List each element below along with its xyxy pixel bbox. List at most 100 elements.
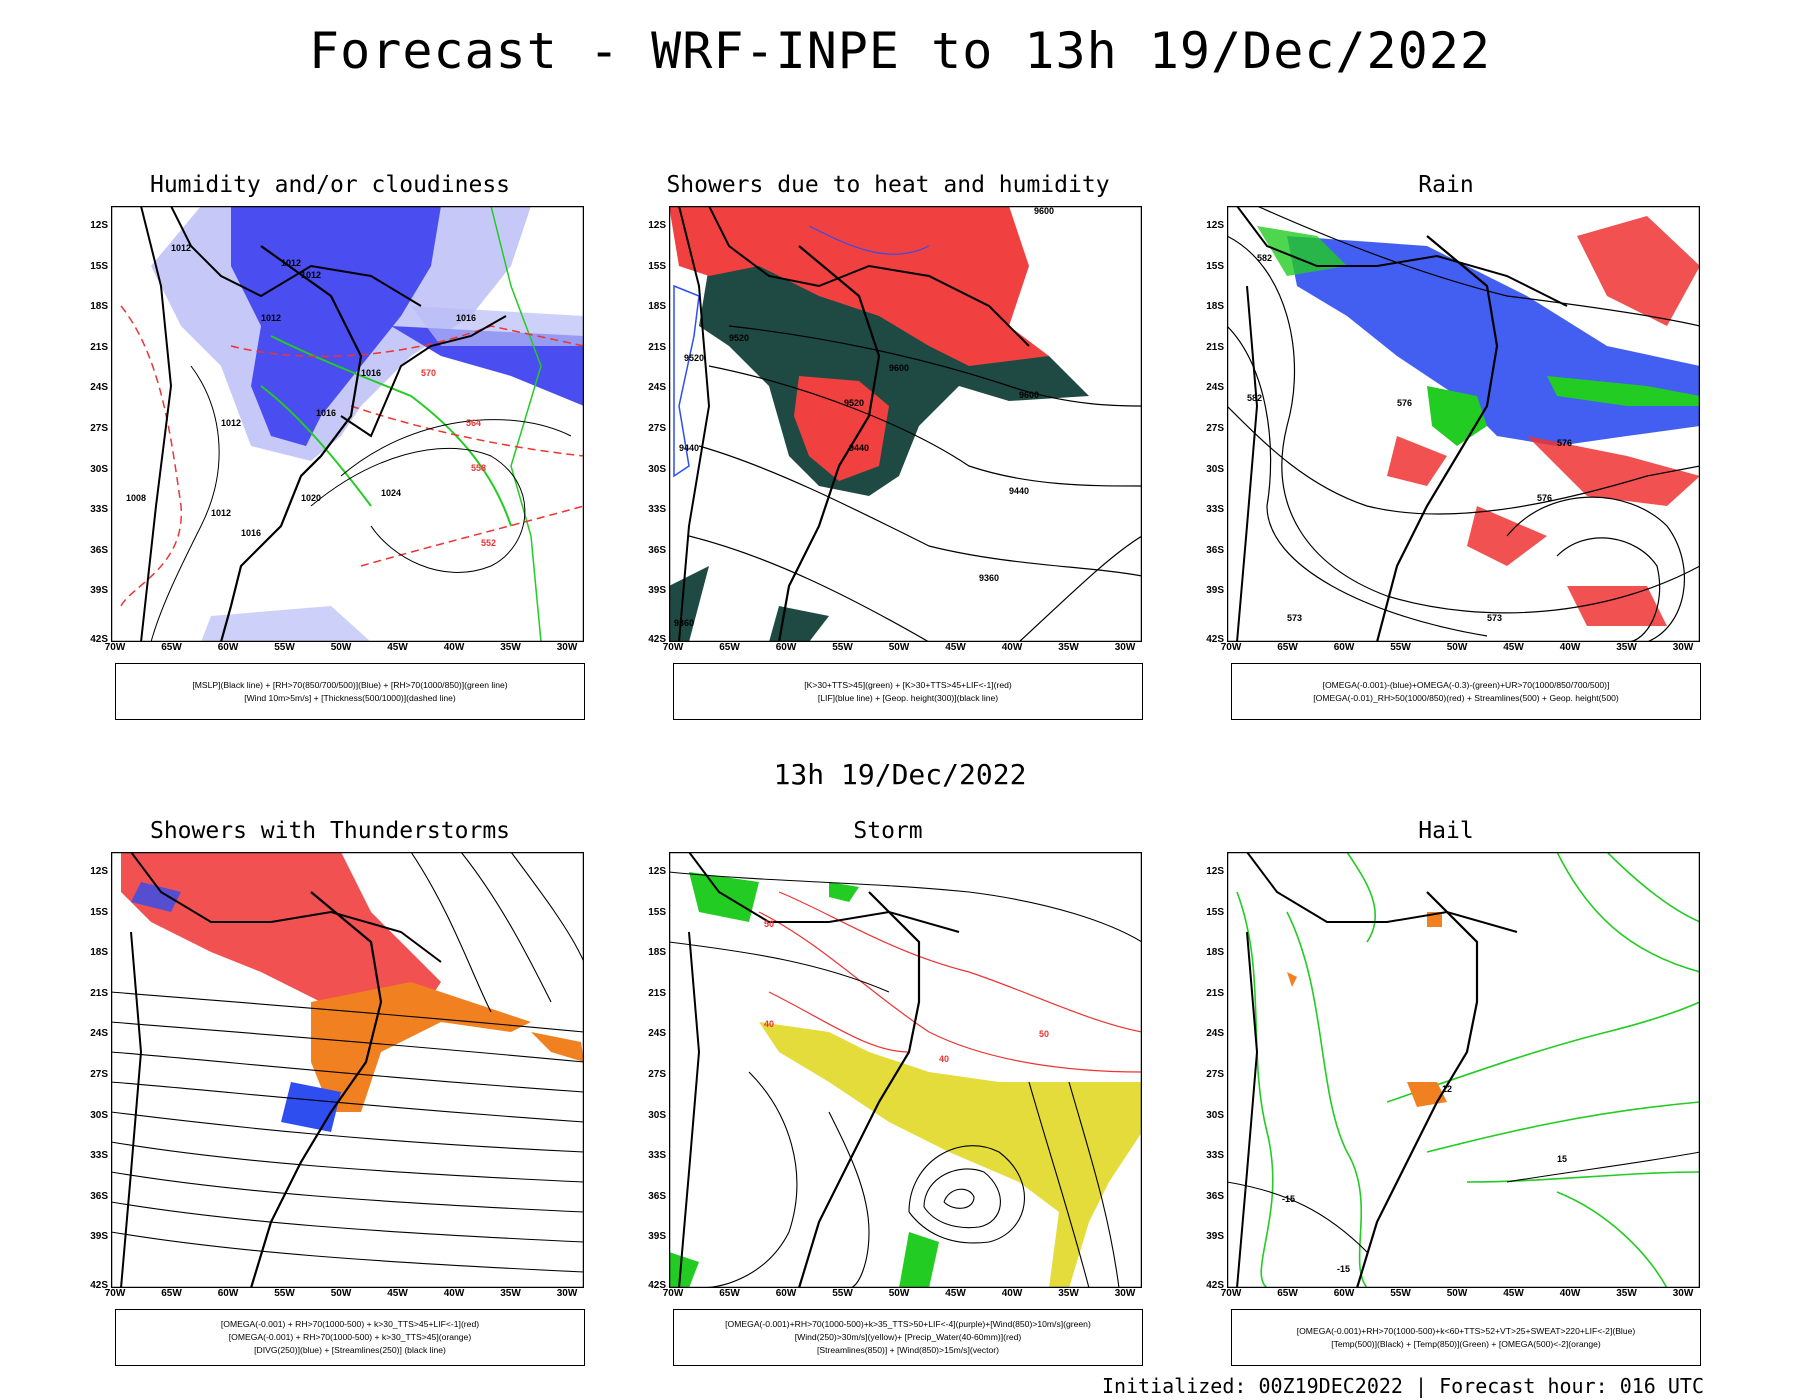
lon-tick-label: 40W — [443, 642, 465, 653]
lon-tick-label: 60W — [775, 642, 797, 653]
lon-tick-label: 30W — [556, 642, 578, 653]
lat-tick-label: 21S — [648, 987, 666, 999]
lat-tick-label: 15S — [1206, 260, 1224, 272]
lat-tick-label: 33S — [90, 1150, 108, 1162]
lat-tick-label: 33S — [648, 1150, 666, 1162]
legend-line: [Streamlines(850)] + [Wind(850)>15m/s](v… — [817, 1345, 999, 1355]
svg-text:15: 15 — [1557, 1154, 1567, 1164]
map-hail[interactable]: -15 -15 12 15 — [1227, 852, 1700, 1288]
lat-tick-label: 39S — [1206, 585, 1224, 597]
legend-line: [Wind 10m>5m/s] + [Thickness(500/1000)](… — [244, 692, 456, 703]
panel-title: Showers with Thunderstorms — [149, 818, 511, 844]
lon-tick-label: 70W — [1220, 642, 1242, 653]
map-svg — [111, 852, 584, 1288]
map-rain[interactable]: 582 582 576 576 576 573 573 — [1227, 206, 1700, 642]
lat-tick-label: 30S — [1206, 1109, 1224, 1121]
svg-text:1016: 1016 — [361, 368, 381, 378]
lon-tick-label: 60W — [217, 642, 239, 653]
legend: [OMEGA(-0.001)+RH>70(1000-500)+k<60+TTS>… — [1231, 1309, 1701, 1366]
svg-text:-15: -15 — [1282, 1194, 1295, 1204]
lon-tick-label: 35W — [1616, 1288, 1637, 1299]
panel-rain: Rain 12S 15S 18S 21S 24S 27S 30S 33S 36S 39S 42S 7… — [1186, 172, 1706, 732]
svg-text:-15: -15 — [1337, 1264, 1350, 1274]
lon-tick-label: 40W — [443, 1288, 465, 1299]
svg-text:9440: 9440 — [1009, 486, 1029, 496]
map-showers[interactable]: 9600 9520 9600 9520 9440 9600 9520 9440 … — [669, 206, 1142, 642]
lat-tick-label: 36S — [90, 544, 108, 556]
lat-tick-label: 36S — [1206, 544, 1224, 556]
map-humidity[interactable]: 1012 1012 1012 1012 1016 1016 1016 1012 … — [111, 206, 584, 642]
legend-line: [OMEGA(-0.001)-(blue)+OMEGA(-0.3)-(green… — [1322, 679, 1610, 690]
main-title: Forecast - WRF-INPE to 13h 19/Dec/2022 — [309, 22, 1491, 80]
lon-tick-label: 65W — [161, 1288, 182, 1299]
svg-text:9360: 9360 — [674, 618, 694, 628]
svg-text:582: 582 — [1247, 393, 1262, 403]
lat-tick-label: 12S — [1206, 866, 1224, 877]
svg-text:1020: 1020 — [301, 493, 321, 503]
map-storm[interactable]: 40 50 50 40 — [669, 852, 1142, 1288]
lon-tick-label: 65W — [719, 1288, 740, 1299]
lat-tick-label: 15S — [90, 260, 108, 272]
svg-text:1016: 1016 — [241, 528, 261, 538]
lon-tick-label: 30W — [1114, 1288, 1136, 1299]
lat-tick-label: 24S — [1206, 382, 1224, 394]
lat-tick-label: 27S — [648, 1069, 666, 1080]
legend-line: [LIF](blue line) + [Geop. height(300)](b… — [817, 692, 999, 703]
lon-tick-label: 30W — [1672, 642, 1694, 653]
lat-tick-label: 39S — [648, 585, 666, 597]
lat-tick-label: 42S — [648, 634, 666, 645]
lat-tick-label: 42S — [90, 1280, 108, 1291]
lon-tick-label: 65W — [1277, 1288, 1298, 1299]
lat-tick-label: 30S — [90, 463, 108, 475]
lon-tick-label: 70W — [1220, 1288, 1242, 1299]
lon-tick-label: 55W — [832, 1288, 853, 1299]
lon-tick-label: 70W — [104, 1288, 126, 1299]
svg-text:576: 576 — [1397, 398, 1412, 408]
svg-text:576: 576 — [1557, 438, 1572, 448]
legend-line: [OMEGA(-0.01)_RH>50(1000/850)(red) + Str… — [1313, 692, 1619, 703]
lon-tick-label: 50W — [1446, 1288, 1468, 1299]
legend: [OMEGA(-0.001) + RH>70(1000-500) + k>30_… — [115, 1309, 585, 1366]
lon-tick-label: 45W — [945, 642, 966, 653]
panel-title: Humidity and/or cloudiness — [149, 172, 511, 198]
lat-tick-label: 36S — [648, 1190, 666, 1202]
svg-text:573: 573 — [1487, 613, 1502, 623]
map-thunderstorms[interactable] — [111, 852, 584, 1288]
panel-title: Storm — [853, 818, 923, 844]
lon-tick-label: 65W — [1277, 642, 1298, 653]
lat-tick-label: 12S — [90, 866, 108, 877]
lon-tick-label: 40W — [1001, 642, 1023, 653]
svg-text:9520: 9520 — [844, 398, 864, 408]
lat-tick-label: 24S — [648, 382, 666, 394]
lon-tick-label: 70W — [662, 642, 684, 653]
legend: [K>30+TTS>45](green) + [K>30+TTS>45+LIF<… — [673, 663, 1143, 720]
svg-text:9440: 9440 — [849, 443, 869, 453]
lon-tick-label: 45W — [387, 1288, 408, 1299]
svg-text:1024: 1024 — [381, 488, 401, 498]
footer-initialized: Initialized: 00Z19DEC2022 | Forecast hou… — [1101, 1374, 1704, 1398]
lat-tick-label: 12S — [90, 220, 108, 231]
svg-text:9600: 9600 — [889, 363, 909, 373]
map-svg: 582 582 576 576 576 573 573 — [1227, 206, 1700, 642]
lat-tick-label: 24S — [90, 1028, 108, 1040]
lat-tick-label: 39S — [90, 585, 108, 597]
lon-tick-label: 50W — [888, 642, 910, 653]
mid-title: 13h 19/Dec/2022 — [773, 758, 1027, 791]
lon-tick-label: 35W — [1058, 642, 1079, 653]
lat-tick-label: 27S — [90, 423, 108, 434]
svg-text:50: 50 — [764, 919, 774, 929]
svg-text:582: 582 — [1257, 253, 1272, 263]
lat-tick-label: 33S — [1206, 1150, 1224, 1162]
svg-text:9440: 9440 — [679, 443, 699, 453]
lon-tick-label: 45W — [1503, 1288, 1524, 1299]
lon-tick-label: 70W — [104, 642, 126, 653]
legend-line: [OMEGA(-0.001) + RH>70(1000-500) + k>30_… — [220, 1319, 480, 1329]
lat-tick-label: 21S — [90, 987, 108, 999]
lat-tick-label: 15S — [648, 906, 666, 918]
svg-text:573: 573 — [1287, 613, 1302, 623]
lon-tick-label: 50W — [1446, 642, 1468, 653]
lon-tick-label: 60W — [1333, 642, 1355, 653]
lat-tick-label: 30S — [1206, 463, 1224, 475]
legend-line: [MSLP](Black line) + [RH>70(850/700/500)… — [192, 679, 508, 690]
panel-title: Hail — [1418, 818, 1474, 844]
